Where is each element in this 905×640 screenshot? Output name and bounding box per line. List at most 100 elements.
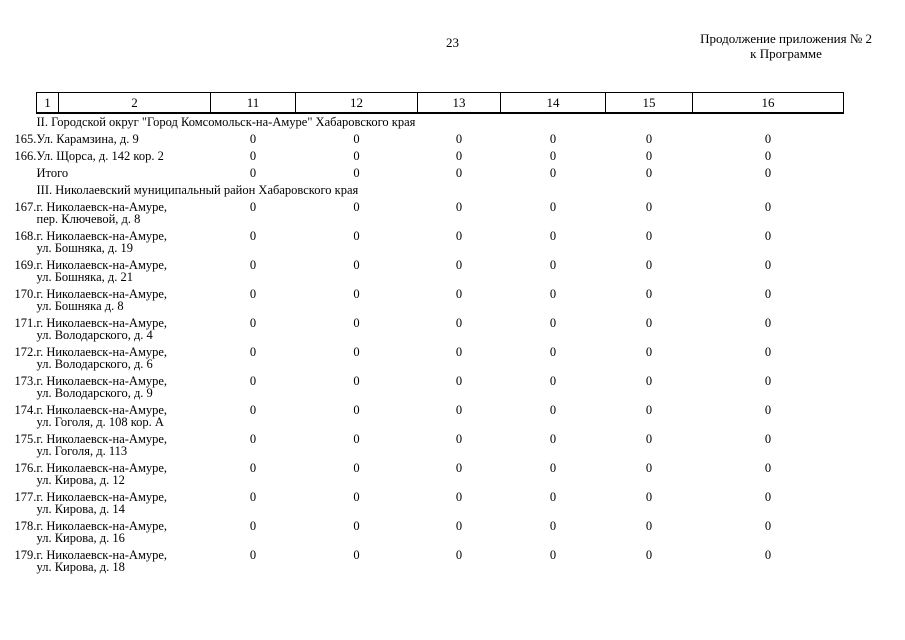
value-cell: 0 xyxy=(645,315,653,330)
value-cell: 0 xyxy=(249,489,257,504)
value-cell: 0 xyxy=(455,165,463,180)
value-cell: 0 xyxy=(249,344,257,359)
column-header-12: 12 xyxy=(295,92,418,114)
value-cell: 0 xyxy=(455,431,463,446)
table-row: 165.Ул. Карамзина, д. 9 0 0 0 0 0 0 xyxy=(14,131,844,148)
address-cell: 179.г. Николаевск-на-Амуре, ул. Кирова, д… xyxy=(14,547,168,574)
value-cell: 0 xyxy=(645,228,653,243)
value-cell: 0 xyxy=(353,460,360,475)
table-row: 167.г. Николаевск-на-Амуре, пер. Ключевой… xyxy=(15,199,844,228)
value-cell: 0 xyxy=(455,460,463,475)
value-cell: 0 xyxy=(249,131,257,146)
value-cell: 0 xyxy=(455,547,463,562)
value-cell: 0 xyxy=(549,131,557,146)
value-cell: 0 xyxy=(645,547,653,562)
address-cell: 165.Ул. Карамзина, д. 9 xyxy=(14,131,139,146)
value-cell: 0 xyxy=(455,344,463,359)
section-heading: II. Городской округ "Город Комсомольск-н… xyxy=(36,114,416,129)
value-cell: 0 xyxy=(353,547,360,562)
header-row: 1 2 11 12 13 14 15 16 xyxy=(36,92,844,114)
value-cell: 0 xyxy=(549,547,557,562)
address-cell: 176.г. Николаевск-на-Амуре, ул. Кирова, д… xyxy=(14,460,168,487)
continuation-note: Продолжение приложения № 2 к Программе xyxy=(700,31,872,61)
value-cell: 0 xyxy=(353,344,360,359)
value-cell: 0 xyxy=(645,373,653,388)
value-cell: 0 xyxy=(764,431,772,446)
value-cell: 0 xyxy=(764,460,772,475)
value-cell: 0 xyxy=(249,165,257,180)
value-cell: 0 xyxy=(645,131,653,146)
value-cell: 0 xyxy=(764,518,772,533)
table-body: II. Городской округ "Город Комсомольск-н… xyxy=(14,113,844,576)
value-cell: 0 xyxy=(645,148,653,163)
value-cell: 0 xyxy=(764,489,772,504)
table-row: 176.г. Николаевск-на-Амуре, ул. Кирова, д… xyxy=(14,460,844,489)
value-cell: 0 xyxy=(353,518,360,533)
value-cell: 0 xyxy=(549,257,557,272)
value-cell: 0 xyxy=(549,286,557,301)
page-number: 23 xyxy=(446,35,459,50)
value-cell: 0 xyxy=(764,315,772,330)
value-cell: 0 xyxy=(645,460,653,475)
value-cell: 0 xyxy=(249,286,257,301)
value-cell: 0 xyxy=(353,199,360,214)
value-cell: 0 xyxy=(353,148,360,163)
value-cell: 0 xyxy=(549,228,557,243)
value-cell: 0 xyxy=(249,315,257,330)
value-cell: 0 xyxy=(353,402,360,417)
value-cell: 0 xyxy=(249,402,257,417)
address-cell: 170.г. Николаевск-на-Амуре, ул. Бошняка д… xyxy=(14,286,168,313)
value-cell: 0 xyxy=(455,315,463,330)
value-cell: 0 xyxy=(645,518,653,533)
column-header-11: 11 xyxy=(210,92,296,114)
value-cell: 0 xyxy=(549,373,557,388)
value-cell: 0 xyxy=(549,165,557,180)
column-header-13: 13 xyxy=(417,92,501,114)
value-cell: 0 xyxy=(549,199,557,214)
address-cell: 174.г. Николаевск-на-Амуре, ул. Гоголя, д… xyxy=(14,402,168,429)
value-cell: 0 xyxy=(645,344,653,359)
address-cell: 175.г. Николаевск-на-Амуре, ул. Гоголя, д… xyxy=(14,431,168,458)
table-row: Итого 0 0 0 0 0 0 xyxy=(37,165,844,182)
table-row: 175.г. Николаевск-на-Амуре, ул. Гоголя, д… xyxy=(14,431,844,460)
address-cell: Итого xyxy=(36,165,69,180)
value-cell: 0 xyxy=(764,373,772,388)
table-row: 171.г. Николаевск-на-Амуре, ул. Володарск… xyxy=(14,315,844,344)
value-cell: 0 xyxy=(764,547,772,562)
value-cell: 0 xyxy=(249,518,257,533)
value-cell: 0 xyxy=(645,402,653,417)
section-row: III. Николаевский муниципальный район Ха… xyxy=(37,182,844,199)
table-row: 168.г. Николаевск-на-Амуре, ул. Бошняка, … xyxy=(15,228,844,257)
data-table: 1 2 11 12 13 14 15 16 II. Городской окру… xyxy=(14,92,844,576)
value-cell: 0 xyxy=(353,373,360,388)
value-cell: 0 xyxy=(249,148,257,163)
value-cell: 0 xyxy=(249,228,257,243)
value-cell: 0 xyxy=(764,165,772,180)
address-cell: 171.г. Николаевск-на-Амуре, ул. Володарск… xyxy=(14,315,168,342)
value-cell: 0 xyxy=(764,402,772,417)
value-cell: 0 xyxy=(455,148,463,163)
value-cell: 0 xyxy=(645,199,653,214)
column-header-14: 14 xyxy=(500,92,606,114)
table-row: 169.г. Николаевск-на-Амуре, ул. Бошняка, … xyxy=(15,257,844,286)
address-cell: 173.г. Николаевск-на-Амуре, ул. Володарск… xyxy=(14,373,168,400)
value-cell: 0 xyxy=(764,199,772,214)
value-cell: 0 xyxy=(455,402,463,417)
value-cell: 0 xyxy=(549,518,557,533)
value-cell: 0 xyxy=(455,286,463,301)
value-cell: 0 xyxy=(249,199,257,214)
value-cell: 0 xyxy=(549,489,557,504)
value-cell: 0 xyxy=(455,131,463,146)
value-cell: 0 xyxy=(353,165,360,180)
address-cell: 178.г. Николаевск-на-Амуре, ул. Кирова, д… xyxy=(14,518,168,545)
value-cell: 0 xyxy=(353,228,360,243)
value-cell: 0 xyxy=(249,257,257,272)
value-cell: 0 xyxy=(549,344,557,359)
table-row: 174.г. Николаевск-на-Амуре, ул. Гоголя, д… xyxy=(14,402,844,431)
value-cell: 0 xyxy=(549,431,557,446)
table-row: 173.г. Николаевск-на-Амуре, ул. Володарск… xyxy=(14,373,844,402)
value-cell: 0 xyxy=(353,315,360,330)
value-cell: 0 xyxy=(455,228,463,243)
value-cell: 0 xyxy=(645,165,653,180)
